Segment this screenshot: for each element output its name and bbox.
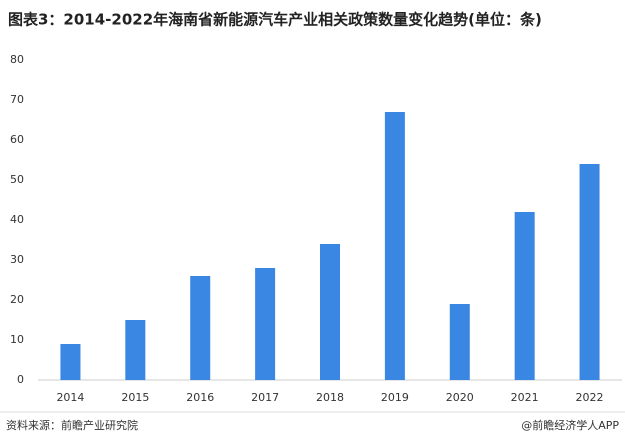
- chart-title: 图表3：2014-2022年海南省新能源汽车产业相关政策数量变化趋势(单位：条): [8, 11, 542, 29]
- x-tick-label: 2017: [251, 391, 279, 404]
- x-tick-label: 2021: [511, 391, 539, 404]
- brand: @前瞻经济学人APP: [521, 418, 619, 432]
- y-tick-label: 10: [10, 333, 24, 346]
- bar: [320, 244, 340, 380]
- bar: [514, 212, 535, 380]
- bar: [449, 304, 470, 380]
- bar: [384, 112, 405, 380]
- x-tick-label: 2016: [186, 391, 214, 404]
- x-tick-label: 2014: [56, 391, 84, 404]
- x-tick-label: 2022: [576, 391, 604, 404]
- y-tick-label: 20: [10, 293, 24, 306]
- bar: [579, 164, 600, 380]
- y-tick-label: 50: [10, 173, 24, 186]
- bar: [190, 276, 211, 380]
- y-tick-label: 30: [10, 253, 24, 266]
- bar: [60, 344, 81, 380]
- x-tick-label: 2019: [381, 391, 409, 404]
- y-tick-label: 40: [10, 213, 24, 226]
- bar: [125, 320, 146, 380]
- x-tick-label: 2015: [121, 391, 149, 404]
- x-tick-label: 2020: [446, 391, 474, 404]
- y-tick-label: 80: [10, 53, 24, 66]
- y-tick-label: 60: [10, 133, 24, 146]
- source: 资料来源：前瞻产业研究院: [6, 418, 138, 432]
- x-tick-label: 2018: [316, 391, 344, 404]
- bar: [255, 268, 276, 380]
- y-tick-label: 0: [17, 373, 24, 386]
- y-tick-label: 70: [10, 93, 24, 106]
